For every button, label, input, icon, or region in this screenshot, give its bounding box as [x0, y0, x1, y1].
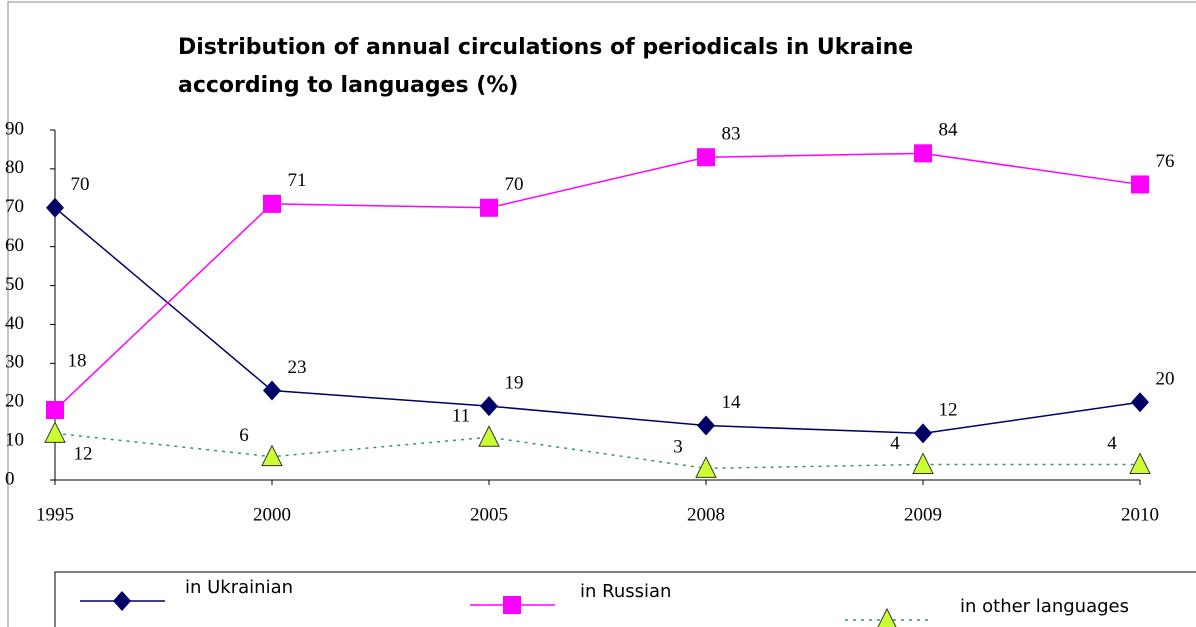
- x-tick-label: 2008: [687, 504, 725, 525]
- data-label: 20: [1156, 369, 1175, 390]
- data-point: [263, 380, 281, 401]
- y-tick-label: 60: [5, 235, 24, 256]
- data-point: [697, 415, 715, 436]
- data-label: 12: [74, 444, 93, 465]
- data-point: [261, 444, 283, 467]
- series-line: [54, 207, 1141, 435]
- data-label: 6: [239, 425, 249, 446]
- data-point: [46, 197, 64, 218]
- legend-marker: [503, 596, 521, 614]
- series-line: [54, 432, 1140, 470]
- data-point: [263, 194, 281, 213]
- data-label: 18: [68, 350, 87, 371]
- y-tick-label: 80: [5, 157, 24, 178]
- data-point: [697, 148, 715, 167]
- legend-marker: [877, 607, 897, 627]
- y-tick-label: 0: [5, 468, 15, 489]
- data-point: [912, 452, 934, 474]
- legend-marker: [113, 591, 131, 611]
- data-label: 4: [890, 433, 900, 454]
- y-tick-label: 10: [5, 429, 24, 450]
- y-tick-label: 70: [5, 196, 24, 217]
- data-label: 3: [673, 437, 683, 458]
- data-point: [914, 423, 932, 444]
- x-tick-label: 2005: [470, 504, 508, 525]
- chart-title: according to languages (%): [178, 73, 518, 98]
- legend-label: in Ukrainian: [185, 577, 293, 598]
- x-tick-label: 1995: [36, 504, 74, 525]
- legend-label: in other languages: [960, 596, 1129, 617]
- legend-box: [54, 571, 1196, 627]
- legend-label: in Russian: [580, 581, 671, 602]
- data-point: [914, 144, 932, 163]
- y-tick-label: 40: [5, 313, 24, 334]
- chart-title: Distribution of annual circulations of p…: [178, 35, 913, 60]
- data-label: 4: [1107, 433, 1117, 454]
- data-point: [1131, 175, 1149, 194]
- data-point: [695, 456, 717, 478]
- data-label: 23: [288, 357, 307, 378]
- data-label: 12: [939, 400, 958, 421]
- data-label: 84: [939, 120, 959, 141]
- y-tick-label: 30: [5, 352, 24, 373]
- data-point: [480, 198, 498, 217]
- x-tick-label: 2010: [1121, 504, 1159, 525]
- data-point: [46, 401, 64, 419]
- series-line: [54, 152, 1141, 411]
- data-point: [480, 396, 498, 417]
- data-label: 70: [505, 174, 524, 195]
- x-tick-label: 2000: [253, 504, 291, 525]
- data-point: [44, 421, 66, 443]
- data-label: 71: [288, 170, 307, 191]
- y-tick-label: 20: [5, 391, 24, 412]
- data-label: 83: [722, 124, 741, 145]
- y-tick-label: 50: [5, 274, 24, 295]
- data-label: 11: [452, 406, 470, 427]
- y-tick-label: 90: [5, 118, 24, 139]
- data-label: 14: [722, 392, 742, 413]
- data-label: 19: [505, 372, 524, 393]
- data-point: [1129, 452, 1151, 474]
- data-point: [1131, 392, 1149, 413]
- data-label: 70: [71, 174, 90, 195]
- data-label: 76: [1156, 151, 1175, 172]
- x-tick-label: 2009: [904, 504, 942, 525]
- data-point: [478, 425, 500, 447]
- frame: [7, 1, 1196, 627]
